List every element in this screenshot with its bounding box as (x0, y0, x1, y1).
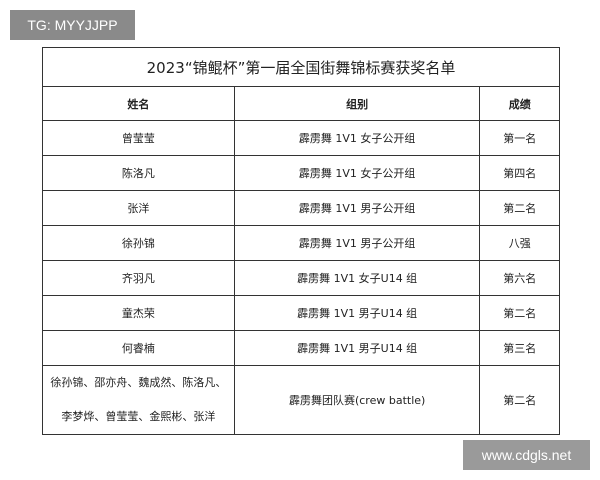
cell-result: 第二名 (479, 295, 560, 331)
cell-result: 第六名 (479, 260, 560, 296)
header-group: 组别 (233, 86, 481, 121)
watermark-top: TG: MYYJJPP (10, 10, 135, 40)
table-row: 童杰荣 霹雳舞 1V1 男子U14 组第二名 (42, 295, 560, 331)
team-names-line2: 李梦烨、曾莹莹、金熙彬、张洋 (61, 410, 216, 423)
team-group: 霹雳舞团队赛(crew battle) (233, 365, 481, 435)
header-result: 成绩 (479, 86, 560, 121)
cell-name: 何睿楠 (42, 330, 235, 366)
cell-name: 徐孙锦 (42, 225, 235, 261)
award-table: 2023“锦鲲杯”第一届全国街舞锦标赛获奖名单 姓名 组别 成绩 曾莹莹 霹雳舞 … (42, 47, 560, 435)
team-names: 徐孙锦、邵亦舟、魏成然、陈洛凡、 李梦烨、曾莹莹、金熙彬、张洋 (42, 365, 235, 435)
cell-name: 张洋 (42, 190, 235, 226)
cell-result: 八强 (479, 225, 560, 261)
cell-group: 霹雳舞 1V1 女子公开组 (233, 155, 481, 191)
cell-group: 霹雳舞 1V1 女子U14 组 (233, 260, 481, 296)
cell-name: 齐羽凡 (42, 260, 235, 296)
table-row: 徐孙锦 霹雳舞 1V1 男子公开组 八强 (42, 225, 560, 261)
table-row-team: 徐孙锦、邵亦舟、魏成然、陈洛凡、 李梦烨、曾莹莹、金熙彬、张洋 霹雳舞团队赛(c… (42, 365, 560, 435)
cell-result: 第四名 (479, 155, 560, 191)
cell-group: 霹雳舞 1V1 男子公开组 (233, 225, 481, 261)
cell-group: 霹雳舞 1V1 女子公开组 (233, 120, 481, 156)
team-names-line1: 徐孙锦、邵亦舟、魏成然、陈洛凡、 (50, 376, 227, 389)
watermark-bottom: www.cdgls.net (463, 440, 590, 470)
cell-name: 陈洛凡 (42, 155, 235, 191)
cell-group: 霹雳舞 1V1 男子U14 组 (233, 295, 481, 331)
table-row: 曾莹莹 霹雳舞 1V1 女子公开组 第一名 (42, 120, 560, 156)
cell-result: 第一名 (479, 120, 560, 156)
team-result: 第二名 (479, 365, 560, 435)
cell-name: 曾莹莹 (42, 120, 235, 156)
cell-group: 霹雳舞 1V1 男子公开组 (233, 190, 481, 226)
table-row: 齐羽凡 霹雳舞 1V1 女子U14 组第六名 (42, 260, 560, 296)
table-row: 张洋 霹雳舞 1V1 男子公开组 第二名 (42, 190, 560, 226)
table-title: 2023“锦鲲杯”第一届全国街舞锦标赛获奖名单 (42, 47, 560, 87)
cell-result: 第二名 (479, 190, 560, 226)
table-row: 何睿楠 霹雳舞 1V1 男子U14 组第三名 (42, 330, 560, 366)
cell-result: 第三名 (479, 330, 560, 366)
table-row: 陈洛凡 霹雳舞 1V1 女子公开组 第四名 (42, 155, 560, 191)
header-name: 姓名 (42, 86, 235, 121)
cell-name: 童杰荣 (42, 295, 235, 331)
cell-group: 霹雳舞 1V1 男子U14 组 (233, 330, 481, 366)
